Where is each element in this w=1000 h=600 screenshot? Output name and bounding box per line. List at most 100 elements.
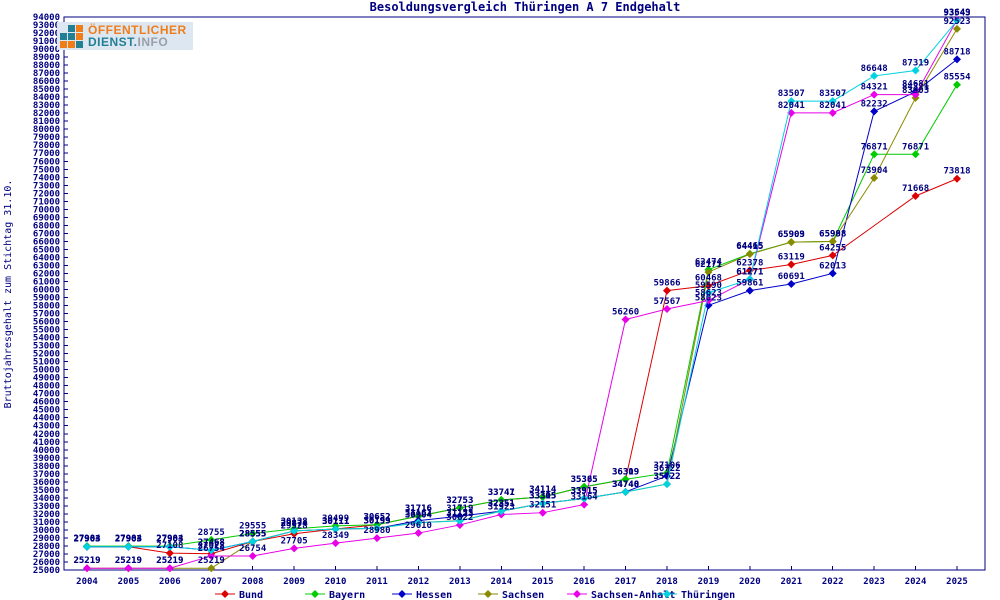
y-tick-label: 46000 — [33, 398, 60, 408]
data-point-hessen — [455, 512, 464, 521]
point-label-sachsen-anhalt: 25219 — [156, 556, 183, 566]
y-tick-label: 90000 — [33, 45, 60, 55]
point-label-bund: 27903 — [115, 535, 142, 545]
point-label-bayern: 27984 — [156, 534, 184, 544]
point-label-sachsen: 65998 — [819, 229, 846, 239]
y-tick-label: 85000 — [33, 85, 60, 95]
point-label-hessen: 27468 — [198, 538, 225, 548]
point-label-th-ringen: 86648 — [861, 64, 888, 74]
point-label-th-ringen: 27903 — [115, 535, 142, 545]
point-label-bayern: 35385 — [571, 475, 598, 485]
data-point-th-ringen — [165, 542, 174, 551]
series-line-th-ringen — [87, 20, 958, 551]
point-label-hessen: 31161 — [405, 509, 432, 519]
data-point-sachsen — [787, 238, 796, 247]
data-point-sachsen-anhalt — [373, 534, 381, 543]
y-tick-label: 78000 — [33, 141, 60, 151]
y-tick-label: 74000 — [33, 173, 60, 183]
legend-marker-icon — [484, 590, 492, 598]
point-label-bund: 35365 — [571, 475, 598, 485]
point-label-bayern: 30138 — [281, 517, 308, 527]
point-label-sachsen: 30199 — [363, 516, 390, 526]
point-label-bund: 27028 — [198, 542, 225, 552]
point-label-bund: 34114 — [529, 485, 557, 495]
y-tick-label: 67000 — [33, 229, 60, 239]
y-tick-label: 41000 — [33, 438, 60, 448]
point-label-th-ringen: 87319 — [902, 59, 929, 69]
y-tick-label: 62000 — [33, 269, 60, 279]
x-tick-label: 2017 — [615, 577, 637, 587]
data-point-sachsen-anhalt — [331, 539, 340, 548]
y-tick-label: 44000 — [33, 414, 60, 424]
y-tick-label: 58000 — [33, 302, 60, 312]
x-tick-label: 2025 — [946, 577, 968, 587]
data-point-sachsen — [870, 174, 879, 183]
point-label-hessen: 28555 — [239, 530, 266, 540]
point-label-bund: 63119 — [778, 252, 805, 262]
logo-grid-icon — [60, 24, 83, 48]
point-label-bund: 73818 — [943, 167, 970, 177]
data-point-th-ringen — [580, 494, 589, 503]
y-tick-label: 59000 — [33, 294, 60, 304]
legend-marker-icon — [221, 590, 229, 598]
point-label-sachsen: 30904 — [405, 511, 433, 521]
data-point-bayern — [414, 512, 423, 521]
data-point-th-ringen — [373, 524, 381, 533]
data-point-th-ringen — [124, 542, 133, 551]
x-tick-label: 2006 — [159, 577, 181, 587]
point-label-th-ringen: 27903 — [73, 535, 100, 545]
data-point-th-ringen — [455, 516, 464, 525]
y-tick-label: 69000 — [33, 213, 60, 223]
data-point-th-ringen — [704, 288, 713, 297]
y-tick-label: 84000 — [33, 93, 60, 103]
point-label-hessen: 82232 — [861, 99, 888, 109]
point-label-bund: 30111 — [322, 517, 349, 527]
data-point-sachsen — [953, 24, 961, 33]
data-point-th-ringen — [911, 66, 920, 75]
point-label-bund: 64255 — [819, 243, 846, 253]
point-label-hessen: 33915 — [571, 487, 598, 497]
y-tick-label: 80000 — [33, 125, 60, 135]
x-tick-label: 2024 — [905, 577, 927, 587]
y-tick-label: 42000 — [33, 430, 60, 440]
point-label-bayern: 65988 — [819, 230, 846, 240]
point-label-th-ringen: 30111 — [322, 517, 349, 527]
chart-title: Besoldungsvergleich Thüringen A 7 Endgeh… — [370, 0, 681, 14]
legend-marker-icon — [663, 590, 671, 598]
data-point-sachsen — [207, 564, 216, 573]
data-point-th-ringen — [828, 97, 837, 106]
point-label-th-ringen: 35722 — [653, 472, 680, 482]
x-tick-label: 2010 — [325, 577, 347, 587]
point-label-sachsen: 31155 — [446, 509, 473, 519]
point-label-th-ringen: 28555 — [239, 530, 266, 540]
y-tick-label: 29000 — [33, 534, 60, 544]
data-point-sachsen-anhalt — [248, 551, 257, 560]
x-tick-label: 2015 — [532, 577, 554, 587]
point-label-sachsen: 65909 — [778, 230, 805, 240]
point-label-bayern: 28755 — [198, 528, 225, 538]
data-point-bund — [911, 191, 920, 200]
point-label-sachsen: 35722 — [653, 472, 680, 482]
point-label-th-ringen: 83507 — [819, 89, 846, 99]
point-label-sachsen: 30111 — [322, 517, 349, 527]
point-label-bayern: 31716 — [405, 504, 432, 514]
point-label-bayern: 33747 — [488, 488, 515, 498]
y-tick-label: 87000 — [33, 69, 60, 79]
series-line-sachsen-anhalt — [87, 19, 958, 569]
data-point-bayern — [538, 492, 547, 501]
data-point-sachsen — [745, 250, 754, 259]
x-tick-label: 2008 — [242, 577, 264, 587]
x-tick-label: 2012 — [408, 577, 430, 587]
data-point-sachsen — [704, 268, 713, 277]
point-label-sachsen-anhalt: 30622 — [446, 513, 473, 523]
data-point-bund — [828, 251, 837, 260]
legend-item-sachsen-anhalt: Sachsen-Anhalt — [567, 590, 675, 600]
point-label-hessen: 27903 — [156, 535, 183, 545]
point-label-sachsen-anhalt: 93649 — [943, 8, 970, 18]
point-label-bayern: 76871 — [861, 142, 888, 152]
data-point-th-ringen — [414, 518, 423, 527]
y-tick-label: 66000 — [33, 237, 60, 247]
data-point-bayern — [580, 482, 589, 491]
y-tick-label: 26000 — [33, 558, 60, 568]
